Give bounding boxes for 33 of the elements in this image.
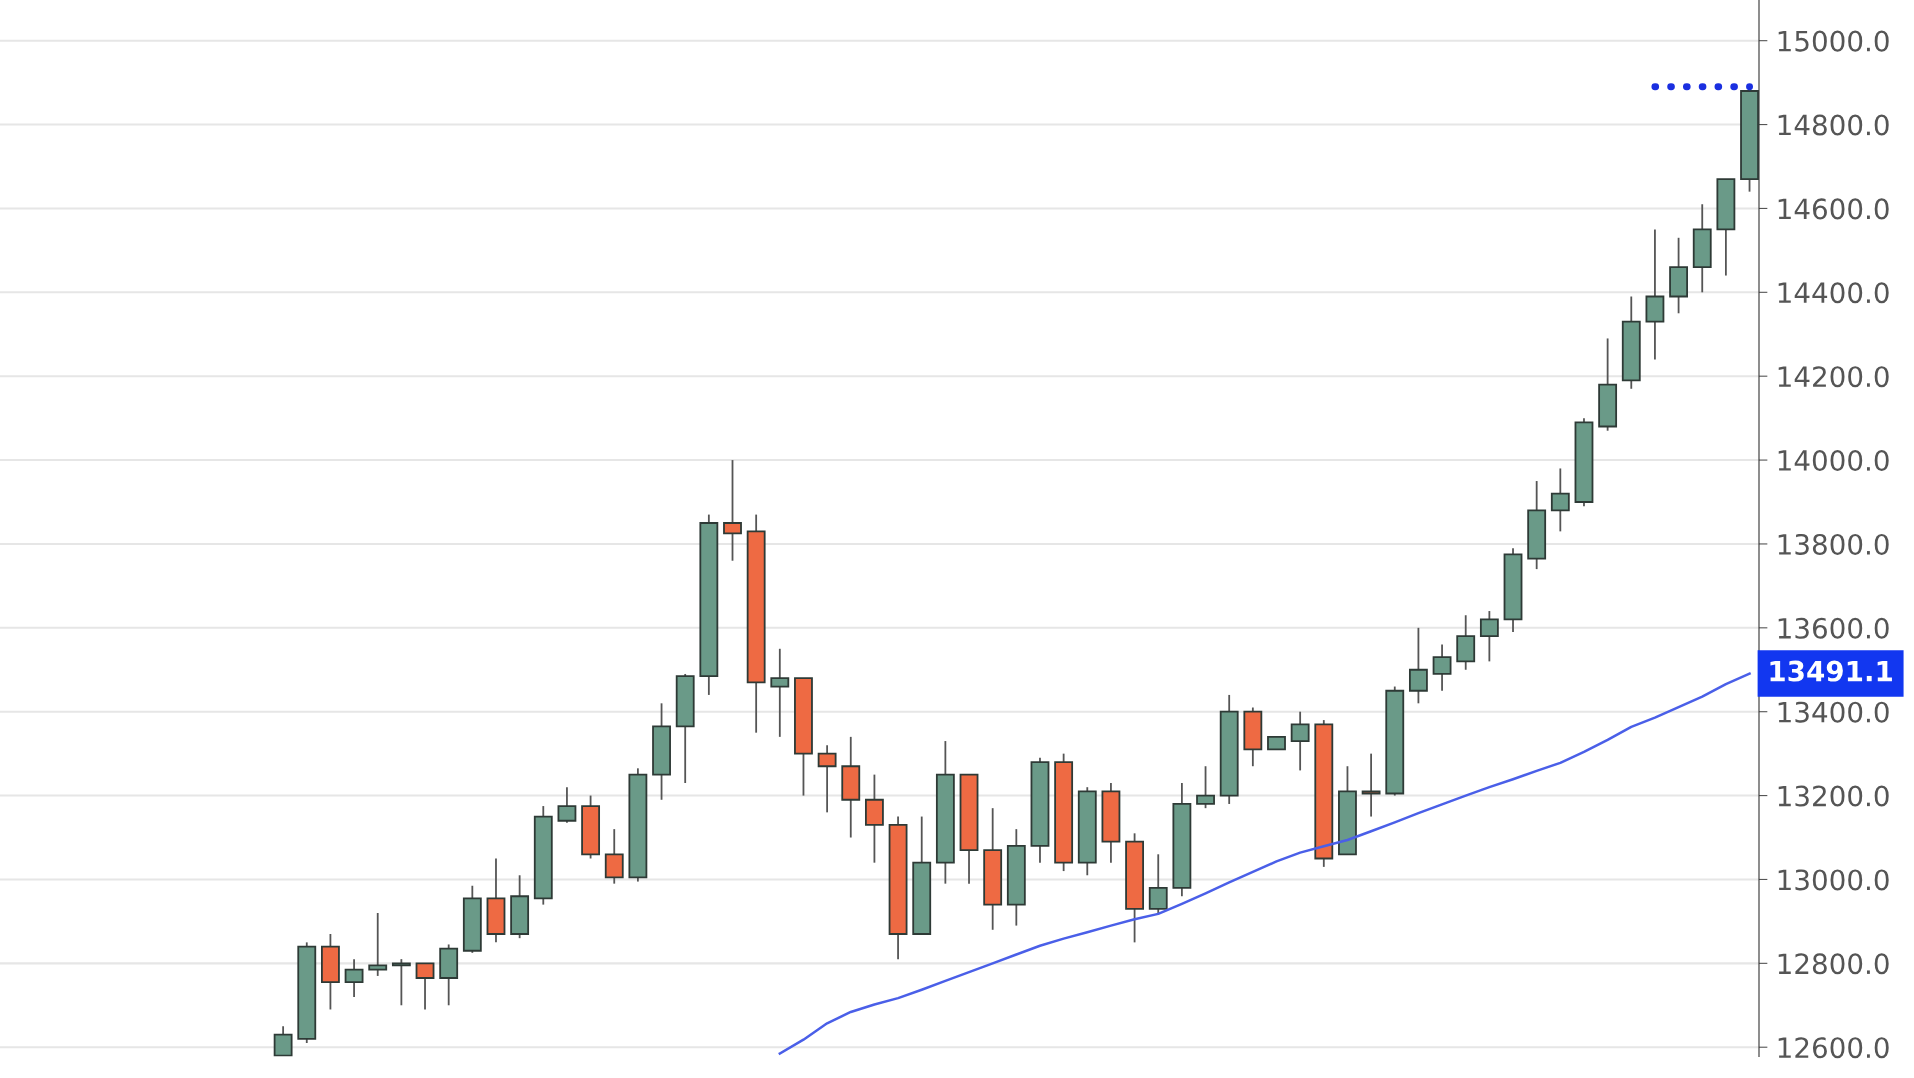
candlestick: [1148, 853, 1168, 914]
candlestick: [817, 744, 837, 814]
y-tick-label: 12800.0: [1778, 953, 1889, 975]
y-tick-label: 13600.0: [1778, 617, 1889, 639]
line-series: [778, 672, 1751, 1055]
y-tick-label: 15000.0: [1778, 30, 1889, 52]
candlestick: [604, 828, 624, 885]
candlestick: [1361, 752, 1381, 818]
candlestick: [1432, 643, 1452, 692]
y-tick-label: 13400.0: [1778, 701, 1889, 723]
text: 13491.1: [1770, 660, 1892, 682]
y-tick-label: 14600.0: [1778, 198, 1889, 220]
candlestick: [1479, 610, 1499, 663]
candlestick: [723, 459, 742, 562]
y-tick-label: 14800.0: [1778, 114, 1889, 136]
candlestick: [273, 1025, 293, 1057]
candlestick: [1550, 467, 1570, 533]
candlestick: [1196, 765, 1215, 810]
candlestick: [344, 958, 364, 998]
candlestick: [1290, 710, 1310, 772]
candlestick: [1408, 626, 1428, 705]
y-tick-label: 14200.0: [1778, 366, 1889, 388]
y-tick-label: 12600.0: [1778, 1037, 1889, 1059]
candlestick: [391, 958, 411, 1007]
candlestick: [557, 786, 577, 824]
candlestick: [415, 962, 435, 1011]
y-tick-label: 13200.0: [1778, 785, 1889, 807]
candlestick: [770, 647, 790, 738]
y-tick-label: 14000.0: [1778, 450, 1889, 472]
y-tick-label: 14400.0: [1778, 282, 1889, 304]
candlestick: [368, 912, 388, 977]
y-tick-label: 13800.0: [1778, 533, 1889, 555]
y-tick-label: 13000.0: [1778, 869, 1889, 891]
